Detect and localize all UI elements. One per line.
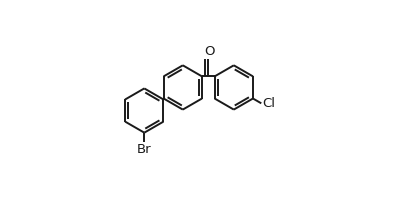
- Text: Cl: Cl: [261, 97, 274, 110]
- Text: Br: Br: [136, 143, 151, 156]
- Text: O: O: [203, 45, 214, 58]
